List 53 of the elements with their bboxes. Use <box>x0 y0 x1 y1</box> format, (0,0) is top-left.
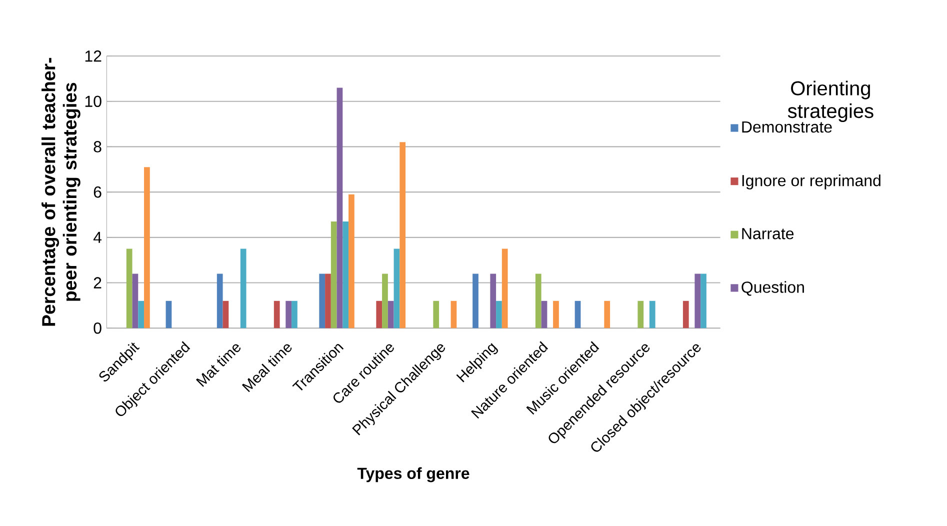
x-tick-label: Mat time <box>196 344 240 388</box>
bar <box>336 88 343 328</box>
legend-label: Narrate <box>742 228 794 240</box>
bar <box>376 301 382 328</box>
bar <box>292 301 298 328</box>
bar <box>144 167 150 328</box>
bar <box>274 301 280 328</box>
legend-label: Demonstrate <box>742 122 832 133</box>
bar <box>388 301 394 328</box>
bar <box>138 301 144 328</box>
bar <box>649 301 656 328</box>
bar <box>694 274 701 328</box>
bar <box>400 142 406 328</box>
bar <box>132 274 138 328</box>
bar <box>319 274 326 328</box>
bar <box>700 274 706 328</box>
bar <box>496 301 502 328</box>
bar <box>490 274 496 328</box>
bar <box>535 274 542 328</box>
bar <box>472 274 478 328</box>
y-tick-label: 2 <box>94 277 102 289</box>
bar <box>450 301 457 328</box>
bar <box>126 248 132 328</box>
bar <box>574 301 581 328</box>
bar <box>325 274 331 328</box>
bar <box>382 274 388 328</box>
y-axis-title: Percentage of overall teacher-peer orienting strategies <box>42 58 80 326</box>
bar <box>604 301 610 328</box>
bar <box>222 301 229 328</box>
legend-title: Orienting strategies <box>788 80 874 122</box>
y-tick-label: 12 <box>85 50 102 62</box>
bar <box>166 301 172 328</box>
bar <box>541 301 548 328</box>
bar <box>342 222 349 328</box>
y-tick-label: 10 <box>85 96 102 108</box>
bar <box>348 194 354 328</box>
bar <box>638 301 644 328</box>
x-axis-title: Types of genre <box>357 467 470 482</box>
bar <box>553 301 559 328</box>
bar <box>216 274 223 328</box>
bar <box>394 248 400 328</box>
bar <box>240 248 246 328</box>
bar <box>502 248 508 328</box>
legend-label: Ignore or reprimand <box>742 174 880 190</box>
y-tick-label: 8 <box>94 141 102 153</box>
y-tick-label: 4 <box>93 232 102 244</box>
bar <box>433 301 440 328</box>
legend-label: Question <box>742 281 804 296</box>
y-tick-label: 6 <box>94 186 102 198</box>
y-tick-label: 0 <box>94 322 102 334</box>
bar <box>682 301 689 328</box>
bar <box>286 301 292 328</box>
bar <box>330 222 337 328</box>
